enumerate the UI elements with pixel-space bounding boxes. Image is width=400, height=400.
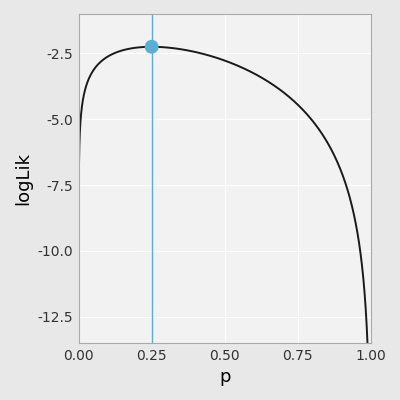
- Y-axis label: logLik: logLik: [14, 152, 32, 205]
- Point: [148, 44, 155, 50]
- X-axis label: p: p: [219, 368, 230, 386]
